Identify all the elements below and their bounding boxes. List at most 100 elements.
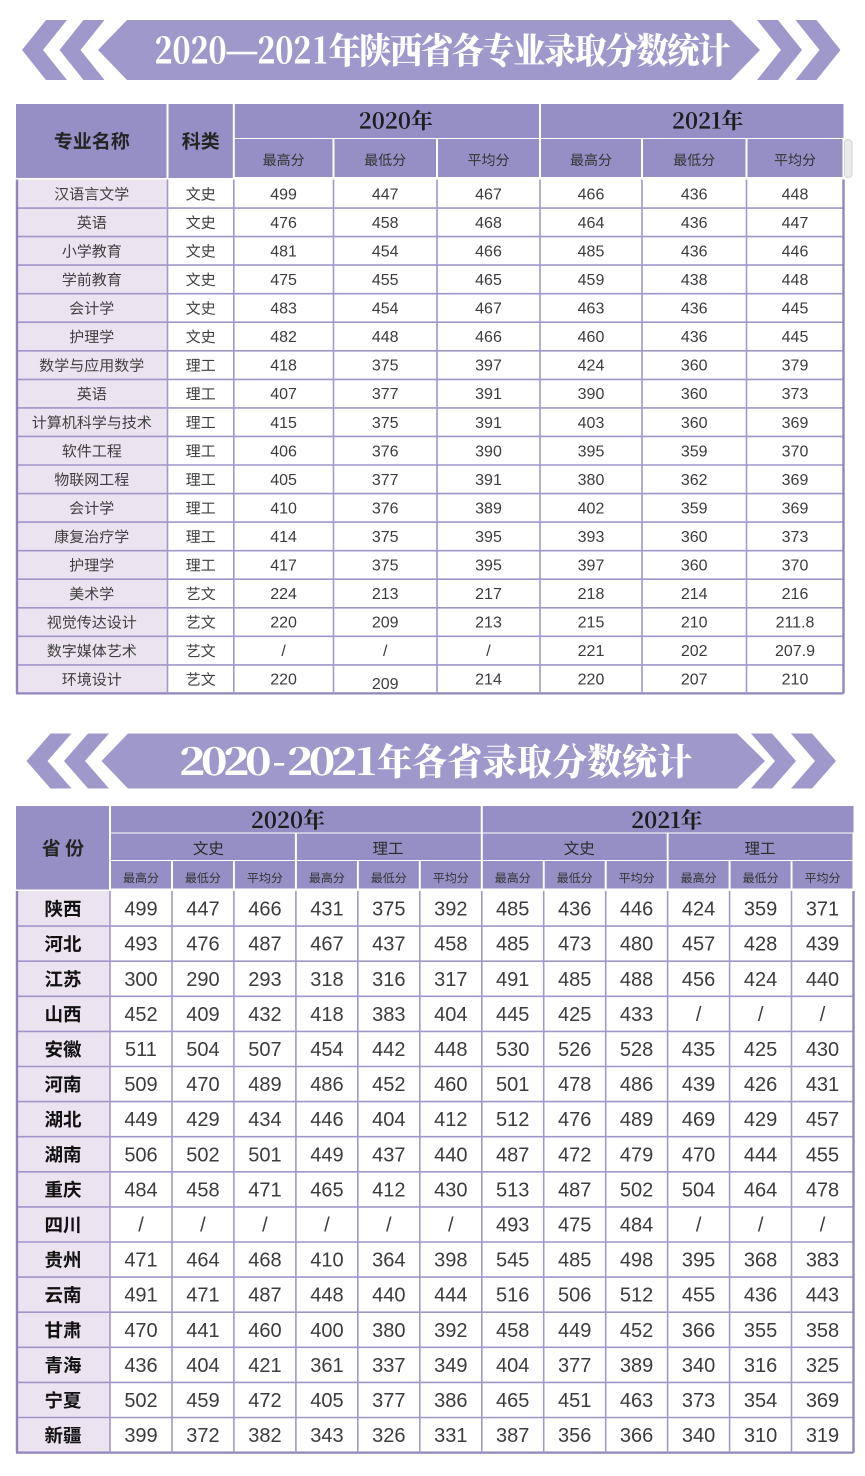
svg-text:528: 528 xyxy=(620,1039,653,1061)
svg-text:376: 376 xyxy=(372,443,399,460)
svg-text:475: 475 xyxy=(270,272,297,289)
svg-text:432: 432 xyxy=(248,1004,281,1026)
svg-text:479: 479 xyxy=(620,1144,653,1166)
svg-text:392: 392 xyxy=(434,1320,467,1342)
svg-text:371: 371 xyxy=(806,899,839,921)
svg-text:213: 213 xyxy=(372,586,399,603)
svg-text:359: 359 xyxy=(744,899,777,921)
svg-text:434: 434 xyxy=(248,1109,281,1131)
svg-text:397: 397 xyxy=(475,358,502,375)
svg-text:448: 448 xyxy=(782,186,809,203)
svg-text:397: 397 xyxy=(578,558,605,575)
svg-text:406: 406 xyxy=(270,443,297,460)
svg-text:470: 470 xyxy=(186,1074,219,1096)
svg-text:463: 463 xyxy=(620,1390,653,1412)
svg-text:/: / xyxy=(383,643,388,660)
svg-text:471: 471 xyxy=(186,1285,219,1307)
svg-text:440: 440 xyxy=(806,969,839,991)
svg-text:218: 218 xyxy=(578,586,605,603)
svg-text:463: 463 xyxy=(578,301,605,318)
svg-text:214: 214 xyxy=(681,586,708,603)
svg-text:458: 458 xyxy=(434,934,467,956)
svg-text:216: 216 xyxy=(782,586,809,603)
svg-text:485: 485 xyxy=(496,899,529,921)
svg-text:220: 220 xyxy=(270,615,297,632)
svg-text:415: 415 xyxy=(270,415,297,432)
svg-text:437: 437 xyxy=(372,1144,405,1166)
svg-text:466: 466 xyxy=(248,899,281,921)
svg-text:210: 210 xyxy=(681,615,708,632)
svg-text:436: 436 xyxy=(681,301,708,318)
svg-text:464: 464 xyxy=(578,215,605,232)
svg-text:390: 390 xyxy=(475,443,502,460)
svg-text:389: 389 xyxy=(620,1355,653,1377)
svg-text:498: 498 xyxy=(620,1250,653,1272)
svg-text:409: 409 xyxy=(186,1004,219,1026)
svg-text:429: 429 xyxy=(744,1109,777,1131)
svg-text:319: 319 xyxy=(806,1425,839,1447)
svg-text:487: 487 xyxy=(248,1285,281,1307)
svg-text:224: 224 xyxy=(270,586,297,603)
svg-text:380: 380 xyxy=(578,472,605,489)
svg-text:441: 441 xyxy=(186,1320,219,1342)
svg-text:383: 383 xyxy=(806,1250,839,1272)
svg-text:466: 466 xyxy=(475,329,502,346)
svg-text:/: / xyxy=(820,1214,826,1236)
svg-text:404: 404 xyxy=(186,1355,219,1377)
svg-text:447: 447 xyxy=(186,899,219,921)
svg-text:377: 377 xyxy=(558,1355,591,1377)
svg-text:457: 457 xyxy=(682,934,715,956)
svg-text:486: 486 xyxy=(620,1074,653,1096)
svg-text:452: 452 xyxy=(124,1004,157,1026)
svg-text:484: 484 xyxy=(620,1214,653,1236)
svg-text:436: 436 xyxy=(558,899,591,921)
svg-text:466: 466 xyxy=(578,186,605,203)
svg-text:436: 436 xyxy=(681,329,708,346)
svg-text:364: 364 xyxy=(372,1250,405,1272)
svg-text:410: 410 xyxy=(270,500,297,517)
svg-text:445: 445 xyxy=(782,301,809,318)
svg-text:382: 382 xyxy=(248,1425,281,1447)
svg-text:491: 491 xyxy=(496,969,529,991)
svg-text:317: 317 xyxy=(434,969,467,991)
svg-text:530: 530 xyxy=(496,1039,529,1061)
svg-text:211.8: 211.8 xyxy=(776,615,815,632)
svg-text:407: 407 xyxy=(270,386,297,403)
svg-text:340: 340 xyxy=(682,1425,715,1447)
svg-text:489: 489 xyxy=(620,1109,653,1131)
svg-text:436: 436 xyxy=(681,186,708,203)
svg-text:389: 389 xyxy=(475,500,502,517)
svg-text:343: 343 xyxy=(310,1425,343,1447)
svg-text:377: 377 xyxy=(372,386,399,403)
svg-text:493: 493 xyxy=(496,1214,529,1236)
svg-text:221: 221 xyxy=(578,643,605,660)
svg-text:340: 340 xyxy=(682,1355,715,1377)
svg-text:476: 476 xyxy=(186,934,219,956)
svg-text:375: 375 xyxy=(372,358,399,375)
svg-text:501: 501 xyxy=(496,1074,529,1096)
svg-text:386: 386 xyxy=(434,1390,467,1412)
svg-text:404: 404 xyxy=(372,1109,405,1131)
svg-text:436: 436 xyxy=(681,243,708,260)
svg-text:512: 512 xyxy=(620,1285,653,1307)
svg-text:391: 391 xyxy=(475,415,502,432)
svg-text:217: 217 xyxy=(475,586,502,603)
svg-text:470: 470 xyxy=(124,1320,157,1342)
svg-text:380: 380 xyxy=(372,1320,405,1342)
svg-text:391: 391 xyxy=(475,472,502,489)
svg-text:447: 447 xyxy=(372,186,399,203)
svg-text:435: 435 xyxy=(682,1039,715,1061)
svg-text:467: 467 xyxy=(475,301,502,318)
svg-text:209: 209 xyxy=(372,615,399,632)
svg-text:403: 403 xyxy=(578,415,605,432)
svg-text:513: 513 xyxy=(496,1179,529,1201)
svg-text:516: 516 xyxy=(496,1285,529,1307)
svg-text:502: 502 xyxy=(186,1144,219,1166)
svg-text:369: 369 xyxy=(782,472,809,489)
svg-text:395: 395 xyxy=(475,529,502,546)
svg-text:467: 467 xyxy=(310,934,343,956)
svg-text:377: 377 xyxy=(372,472,399,489)
svg-text:438: 438 xyxy=(681,272,708,289)
svg-text:454: 454 xyxy=(372,243,399,260)
svg-text:410: 410 xyxy=(310,1250,343,1272)
